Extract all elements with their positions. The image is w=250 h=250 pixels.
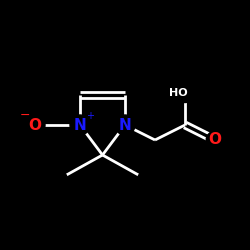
Text: +: + — [86, 111, 94, 121]
Circle shape — [70, 115, 90, 135]
Circle shape — [25, 115, 45, 135]
Text: O: O — [208, 132, 222, 148]
Text: −: − — [20, 108, 30, 122]
Circle shape — [138, 170, 158, 190]
Text: N: N — [119, 118, 132, 132]
Circle shape — [115, 115, 135, 135]
Circle shape — [175, 82, 195, 102]
Circle shape — [206, 131, 224, 149]
Text: O: O — [28, 118, 42, 132]
Circle shape — [48, 170, 68, 190]
Text: N: N — [74, 118, 86, 132]
Text: HO: HO — [170, 88, 188, 98]
